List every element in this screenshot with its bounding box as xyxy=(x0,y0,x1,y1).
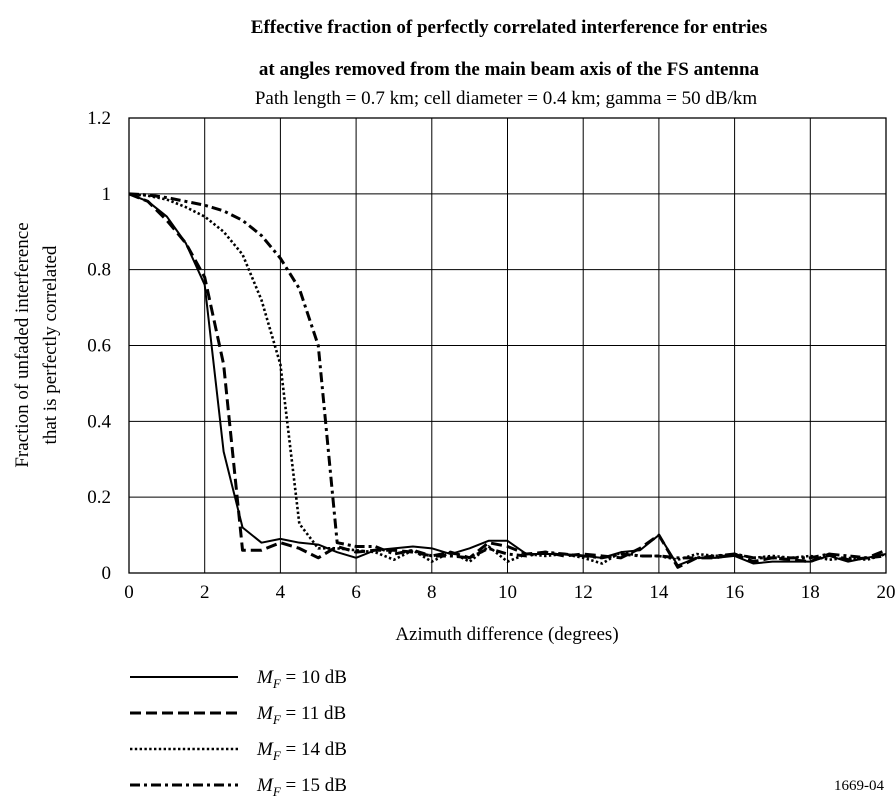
chart-title-line1: Effective fraction of perfectly correlat… xyxy=(251,17,767,38)
x-tick-label: 6 xyxy=(351,582,361,603)
legend-label-3: MF = 14 dB xyxy=(256,739,347,763)
y-tick-label: 0.4 xyxy=(87,411,111,432)
series-lines xyxy=(128,192,887,569)
x-tick-label: 12 xyxy=(574,582,593,603)
plot-frame xyxy=(128,117,887,574)
legend-label-rest: = 14 dB xyxy=(281,739,347,760)
x-tick-label: 4 xyxy=(276,582,286,603)
legend-label-1: MF = 10 dB xyxy=(256,667,347,691)
series-line-3 xyxy=(128,192,887,565)
y-tick-labels: 0 0.2 0.4 0.6 0.8 1 1.2 xyxy=(87,108,111,584)
chart-title-line2: at angles removed from the main beam axi… xyxy=(259,59,760,80)
x-tick-label: 16 xyxy=(725,582,744,603)
legend-label-main: M xyxy=(256,703,274,724)
series-line-1 xyxy=(128,192,887,567)
y-tick-label: 0.6 xyxy=(87,336,111,357)
y-tick-label: 0.2 xyxy=(87,487,111,508)
x-tick-labels: 0 2 4 6 8 10 12 14 16 18 20 xyxy=(124,582,895,603)
y-tick-label: 1 xyxy=(102,184,112,205)
legend-label-rest: = 11 dB xyxy=(281,703,346,724)
x-axis-label: Azimuth difference (degrees) xyxy=(395,624,618,645)
y-axis-label-line2: that is perfectly correlated xyxy=(40,245,61,444)
x-tick-label: 18 xyxy=(801,582,820,603)
legend-label-sub: F xyxy=(272,676,282,691)
x-tick-label: 10 xyxy=(498,582,517,603)
x-tick-label: 20 xyxy=(877,582,896,603)
legend-label-main: M xyxy=(256,739,274,760)
grid-lines xyxy=(128,117,887,574)
legend-label-sub: F xyxy=(272,748,282,763)
legend-label-2: MF = 11 dB xyxy=(256,703,346,727)
y-tick-label: 0 xyxy=(102,563,112,584)
legend-label-sub: F xyxy=(272,712,282,727)
x-tick-label: 8 xyxy=(427,582,437,603)
x-tick-label: 14 xyxy=(649,582,669,603)
legend-label-rest: = 15 dB xyxy=(281,775,347,796)
legend-label-4: MF = 15 dB xyxy=(256,775,347,799)
x-tick-label: 2 xyxy=(200,582,210,603)
legend-label-main: M xyxy=(256,775,274,796)
series-line-4 xyxy=(128,192,887,560)
legend-label-main: M xyxy=(256,667,274,688)
chart-subtitle: Path length = 0.7 km; cell diameter = 0.… xyxy=(255,88,758,109)
x-tick-label: 0 xyxy=(124,582,134,603)
legend-label-rest: = 10 dB xyxy=(281,667,347,688)
y-tick-label: 0.8 xyxy=(87,260,111,281)
figure-code: 1669-04 xyxy=(834,778,884,794)
legend-label-sub: F xyxy=(272,784,282,799)
y-axis-label-line1: Fraction of unfaded interference xyxy=(12,222,33,467)
series-line-2 xyxy=(128,192,887,569)
y-tick-label: 1.2 xyxy=(87,108,111,129)
